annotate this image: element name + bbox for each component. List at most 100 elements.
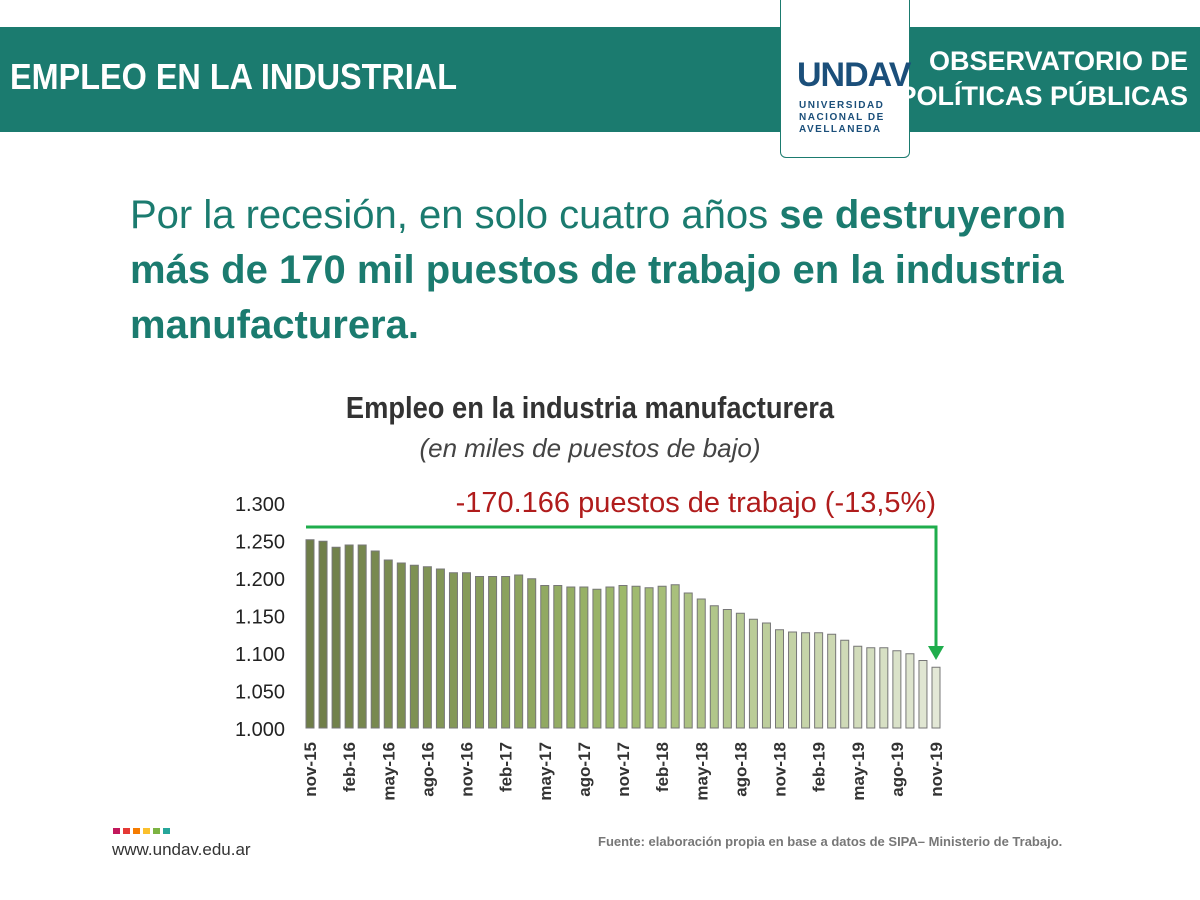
x-tick-label: feb-19 (810, 742, 829, 792)
bar (709, 605, 719, 729)
x-tick-label: nov-18 (771, 742, 790, 797)
x-tick-label: nov-16 (458, 742, 477, 797)
bar (501, 576, 511, 729)
bar (579, 586, 589, 729)
x-tick-label: may-17 (536, 742, 555, 801)
bar (553, 585, 563, 729)
logo-line: NACIONAL DE (799, 112, 885, 123)
chart-subtitle: (en miles de puestos de bajo) (419, 433, 761, 463)
x-tick-label: nov-17 (614, 742, 633, 797)
bar (305, 539, 315, 729)
x-tick-label: ago-19 (888, 742, 907, 797)
x-tick-label: feb-18 (653, 742, 672, 792)
x-tick-label: ago-16 (418, 742, 437, 797)
bar (448, 572, 458, 729)
bar (422, 566, 432, 729)
bar (905, 653, 915, 729)
logo-line: AVELLANEDA (799, 124, 882, 135)
bar (357, 544, 367, 729)
observatory-title: OBSERVATORIO DE POLÍTICAS PÚBLICAS (898, 44, 1188, 114)
website-url[interactable]: www.undav.edu.ar (112, 840, 251, 859)
bar (814, 632, 824, 729)
bar (801, 632, 811, 729)
logo-text: UNIVERSIDAD NACIONAL DE AVELLANEDA (799, 100, 885, 136)
x-tick-label: feb-16 (340, 742, 359, 792)
bar (696, 598, 706, 729)
y-tick-label: 1.000 (235, 719, 285, 741)
bar (514, 574, 524, 729)
bar (748, 618, 758, 729)
brand-dot (143, 828, 150, 834)
bar (683, 592, 693, 729)
bar (722, 609, 732, 729)
bar (566, 586, 576, 729)
bar (788, 631, 798, 729)
bar (540, 585, 550, 729)
x-tick-label: may-18 (692, 742, 711, 801)
bar (331, 546, 341, 729)
bar (488, 576, 498, 729)
undav-logo: UNDAV UNIVERSIDAD NACIONAL DE AVELLANEDA (780, 0, 911, 158)
bar (618, 585, 628, 729)
headline-normal: Por la recesión, en solo cuatro años (130, 193, 780, 237)
brand-dot (123, 828, 130, 834)
chart-title: Empleo en la industria manufacturera (345, 390, 835, 425)
bar (631, 585, 641, 729)
bar (735, 612, 745, 729)
x-tick-label: feb-17 (497, 742, 516, 792)
page-title: EMPLEO EN LA INDUSTRIAL (10, 56, 458, 97)
y-tick-label: 1.150 (235, 607, 285, 629)
change-annotation: -170.166 puestos de trabajo (-13,5%) (456, 487, 936, 519)
bar (318, 540, 328, 729)
y-tick-label: 1.050 (235, 682, 285, 704)
bar (892, 650, 902, 729)
observatory-line: POLÍTICAS PÚBLICAS (898, 81, 1188, 111)
brand-dot (113, 828, 120, 834)
x-tick-label: ago-18 (731, 742, 750, 797)
x-tick-label: ago-17 (575, 742, 594, 797)
bar (396, 562, 406, 729)
bar (657, 585, 667, 729)
brand-dot (133, 828, 140, 834)
y-tick-label: 1.250 (235, 532, 285, 554)
source-note: Fuente: elaboración propia en base a dat… (598, 834, 1063, 849)
bar (827, 633, 837, 729)
x-tick-label: nov-15 (301, 742, 320, 797)
x-tick-label: may-16 (379, 742, 398, 801)
bar (644, 587, 654, 729)
bar (840, 639, 850, 729)
bar (462, 572, 471, 729)
headline: Por la recesión, en solo cuatro años se … (130, 188, 1090, 353)
header-band (0, 27, 1200, 132)
change-arrow (306, 525, 938, 648)
bar (344, 544, 354, 729)
bar (370, 550, 380, 729)
bar (775, 629, 784, 729)
brand-dot (163, 828, 170, 834)
y-tick-label: 1.100 (235, 644, 285, 666)
headline-bold: se destruyeron más de 170 mil puestos de… (130, 193, 1067, 347)
arrow-head-icon (928, 646, 944, 660)
bar (918, 660, 928, 729)
observatory-line: OBSERVATORIO DE (928, 46, 1188, 76)
bar (409, 564, 419, 729)
bar (527, 578, 537, 729)
bar (475, 576, 485, 729)
bar (866, 647, 876, 729)
bar (931, 666, 941, 729)
y-tick-label: 1.200 (235, 569, 285, 591)
bar (879, 647, 889, 729)
bar (383, 559, 393, 729)
logo-line: UNIVERSIDAD (799, 100, 885, 111)
bar (853, 645, 863, 729)
x-tick-label: may-19 (849, 742, 868, 801)
bar (605, 586, 615, 729)
logo-mark: UNDAV (797, 56, 911, 94)
bar (592, 588, 602, 729)
bar (670, 584, 680, 729)
brand-dots (113, 828, 170, 834)
bar (761, 622, 771, 729)
brand-dot (153, 828, 160, 834)
x-tick-label: nov-19 (927, 742, 946, 797)
